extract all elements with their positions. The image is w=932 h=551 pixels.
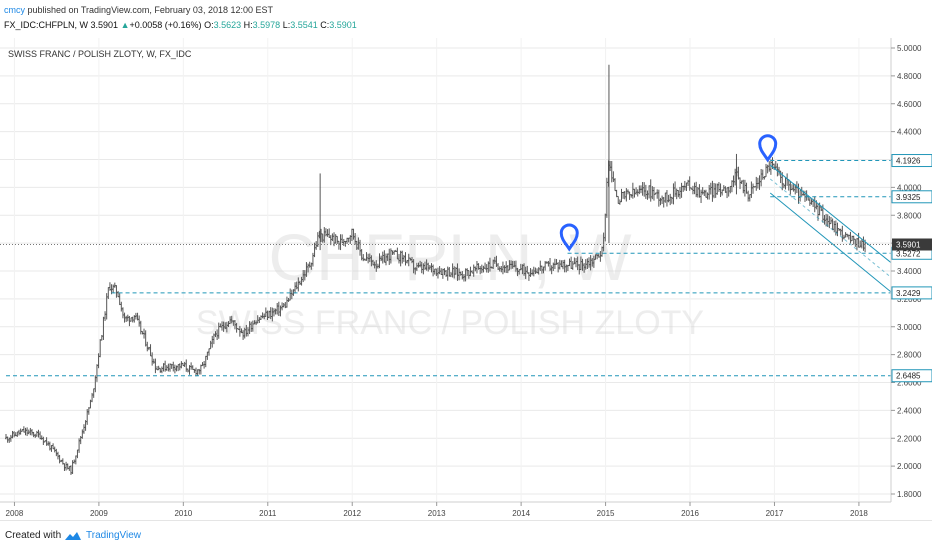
y-tick-label: 4.0000 bbox=[897, 183, 922, 192]
channel-mid-line bbox=[769, 178, 892, 278]
x-tick-label: 2012 bbox=[343, 509, 361, 518]
level-tag-label: 3.5272 bbox=[896, 249, 921, 258]
open-value: 3.5623 bbox=[213, 20, 242, 30]
last-price-value: 3.5901 bbox=[90, 20, 119, 30]
x-tick-label: 2008 bbox=[6, 509, 24, 518]
y-tick-label: 4.4000 bbox=[897, 128, 922, 137]
created-with-text: Created with bbox=[5, 530, 62, 541]
pin-outline bbox=[758, 134, 778, 163]
watermark: CHFPLN, W SWISS FRANC / POLISH ZLOTY bbox=[196, 220, 704, 342]
y-tick-label: 2.4000 bbox=[897, 406, 922, 415]
level-tag-label: 2.6485 bbox=[896, 372, 921, 381]
last-price-tag bbox=[892, 238, 932, 251]
pin-outline bbox=[559, 223, 579, 252]
y-tick-label: 4.6000 bbox=[897, 100, 922, 109]
low-label: L: bbox=[282, 20, 291, 30]
y-tick-label: 2.8000 bbox=[897, 351, 922, 360]
published-text: published on TradingView.com, February 0… bbox=[25, 5, 274, 15]
high-label: H: bbox=[243, 20, 253, 30]
y-tick-label: 4.8000 bbox=[897, 72, 922, 81]
x-tick-label: 2013 bbox=[428, 509, 446, 518]
x-tick-label: 2009 bbox=[90, 509, 108, 518]
trend-channel bbox=[769, 164, 892, 293]
level-tag bbox=[891, 154, 932, 168]
change-arrow-icon: ▲ bbox=[120, 20, 130, 30]
y-tick-label: 2.2000 bbox=[897, 434, 922, 443]
y-tick-label: 3.4000 bbox=[897, 267, 922, 276]
time-axis[interactable]: 2008 2009 2010 2011 2012 2013 2014 2015 2016 2017… bbox=[6, 502, 869, 518]
publish-info: cmcy published on TradingView.com, Febru… bbox=[4, 4, 273, 16]
close-label: C: bbox=[320, 20, 330, 30]
footer: Created with TradingView bbox=[0, 520, 932, 551]
change-value: +0.0058 (+0.16%) bbox=[129, 20, 202, 30]
close-value: 3.5901 bbox=[329, 20, 357, 30]
level-tag-label: 4.1926 bbox=[896, 157, 921, 166]
tradingview-logo-icon bbox=[65, 532, 81, 540]
symbol-info-bar: FX_IDC:CHFPLN, W 3.5901 ▲+0.0058 (+0.16%… bbox=[4, 19, 357, 31]
x-tick-label: 2014 bbox=[512, 509, 530, 518]
level-tag bbox=[891, 190, 932, 204]
markers bbox=[559, 134, 778, 252]
y-tick-label: 5.0000 bbox=[897, 44, 922, 53]
channel-line bbox=[769, 192, 892, 293]
open-label: O: bbox=[204, 20, 214, 30]
y-tick-label: 1.8000 bbox=[897, 490, 922, 499]
author-link[interactable]: cmcy bbox=[4, 5, 25, 15]
y-tick-label: 2.6000 bbox=[897, 379, 922, 388]
tradingview-link[interactable]: TradingView bbox=[86, 530, 142, 541]
chart-title: SWISS FRANC / POLISH ZLOTY, W, FX_IDC bbox=[8, 49, 192, 59]
horizontal-levels bbox=[0, 160, 891, 377]
level-tag-label: 3.9325 bbox=[896, 193, 921, 202]
candle-series bbox=[5, 64, 867, 475]
low-value: 3.5541 bbox=[290, 20, 318, 30]
x-tick-label: 2017 bbox=[766, 509, 784, 518]
location-pin-icon bbox=[758, 134, 778, 163]
level-tag-label: 3.2429 bbox=[896, 289, 921, 298]
last-price-tag-label: 3.5901 bbox=[896, 241, 921, 250]
channel-line bbox=[769, 164, 892, 264]
level-tag bbox=[891, 369, 932, 383]
x-tick-label: 2018 bbox=[850, 509, 868, 518]
location-pin-icon bbox=[559, 223, 579, 252]
price-tags: 4.1926 3.9325 3.5272 3.2429 2.6485 3.5901 bbox=[891, 154, 932, 383]
symbol-label: FX_IDC:CHFPLN, W bbox=[4, 20, 89, 30]
price-chart[interactable]: CHFPLN, W SWISS FRANC / POLISH ZLOTY 5.0… bbox=[0, 38, 932, 520]
y-tick-label: 3.8000 bbox=[897, 211, 922, 220]
level-tag bbox=[891, 286, 932, 300]
y-tick-label: 2.0000 bbox=[897, 462, 922, 471]
x-tick-label: 2011 bbox=[259, 509, 277, 518]
high-value: 3.5978 bbox=[252, 20, 281, 30]
x-tick-label: 2015 bbox=[597, 509, 615, 518]
grid-lines bbox=[0, 38, 891, 502]
y-tick-label: 3.0000 bbox=[897, 323, 922, 332]
x-tick-label: 2016 bbox=[681, 509, 699, 518]
x-tick-label: 2010 bbox=[174, 509, 192, 518]
